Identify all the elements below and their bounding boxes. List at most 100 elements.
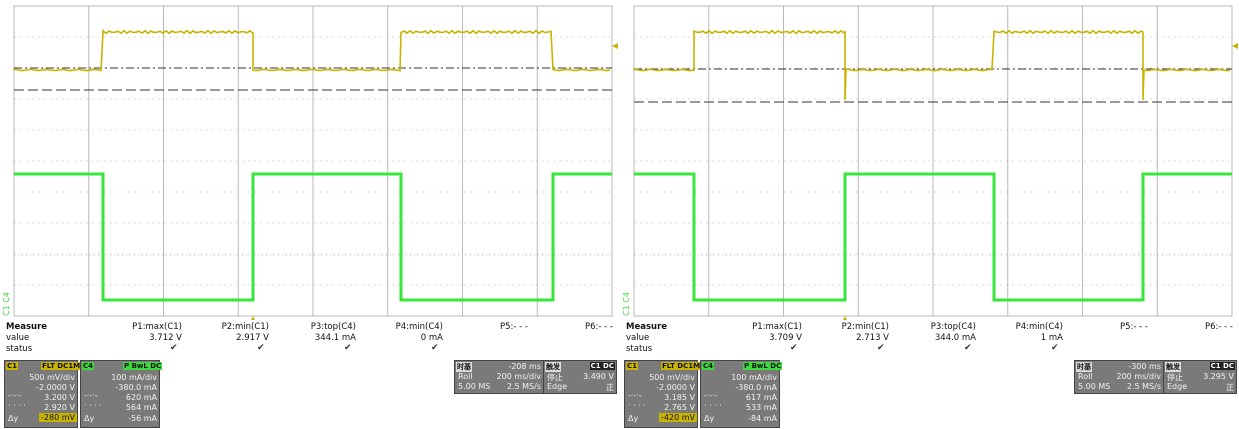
measure-row-value: value: [6, 333, 30, 343]
measure-value-p1: 3.712 V: [149, 333, 182, 343]
trigger-level-marker: [612, 43, 618, 49]
trigger-position-marker: [251, 316, 255, 320]
c1-offset: -2.0000 V: [656, 383, 695, 392]
measure-value-p3: 344.0 mA: [934, 333, 976, 343]
waveform-plot: [13, 5, 618, 320]
c1-delta: -280 mV: [39, 413, 77, 422]
c4-info-box[interactable]: C4 P BwL DC 100 mA/div -380.0 mA -·-·- 6…: [700, 360, 783, 428]
measure-label-p1: P1:max(C1): [752, 322, 802, 332]
c1-tags: FLT DC1M: [661, 362, 702, 370]
trigger-box[interactable]: 触发 C1 DC 停止 3.295 V Edge 正: [1163, 360, 1237, 394]
c1-delta-label: Δy: [628, 414, 639, 423]
c1-cursor2: 2.920 V: [44, 403, 75, 412]
trigger-channel: C1 DC: [1209, 362, 1235, 370]
timebase-box[interactable]: 时基 -300 ms Roll 200 ms/div 5.00 MS 2.5 M…: [1074, 360, 1164, 394]
measure-value-p3: 344.1 mA: [314, 333, 356, 343]
measure-label-p5: P5:- - -: [500, 322, 529, 332]
c1-info-box[interactable]: C1 FLT DC1M 500 mV/div -2.0000 V -·-·- 3…: [624, 360, 702, 428]
c1-cursor1: 3.200 V: [44, 393, 75, 402]
c4-offset: -380.0 mA: [735, 383, 777, 392]
c4-cursor2-marker: · · · ·: [84, 401, 102, 410]
c1-offset: -2.0000 V: [36, 383, 75, 392]
measure-table: Measure value status P1:max(C1) 3.709 V …: [620, 321, 1239, 357]
measure-row-status: status: [6, 344, 33, 354]
measure-row-status: status: [626, 344, 653, 354]
trigger-label: 触发: [1165, 362, 1181, 372]
waveform-plot: [633, 5, 1238, 320]
c1-cursor2-marker: · · · ·: [8, 401, 26, 410]
c4-delta-label: Δy: [704, 414, 715, 423]
c1-cursor2: 2.765 V: [664, 403, 695, 412]
trigger-type: Edge: [1167, 382, 1188, 391]
c4-tags: P BwL DC: [123, 362, 163, 370]
c4-cursor1-marker: -·-·-: [84, 391, 98, 400]
channel-label: C1 C4: [2, 292, 11, 316]
c4-offset: -380.0 mA: [115, 383, 157, 392]
timebase-memory: 5.00 MS: [458, 382, 491, 391]
c4-cursor1: 620 mA: [125, 393, 157, 402]
measure-label-p3: P3:top(C4): [310, 322, 356, 332]
measure-value-p2: 2.917 V: [236, 333, 269, 343]
measure-label-p2: P2:min(C1): [841, 322, 889, 332]
measure-label-p4: P4:min(C4): [395, 322, 443, 332]
c1-cursor1: 3.185 V: [664, 393, 695, 402]
c1-scale: 500 mV/div: [649, 373, 695, 382]
trigger-slope: 正: [1226, 383, 1234, 392]
c1-waveform: [633, 29, 1231, 101]
c1-scale: 500 mV/div: [29, 373, 75, 382]
c1-delta: -420 mV: [659, 413, 697, 422]
c4-badge: C4: [702, 362, 715, 370]
c4-cursor1-marker: -·-·-: [704, 391, 718, 400]
c4-delta: -84 mA: [748, 414, 777, 423]
trigger-level: 3.490 V: [583, 372, 614, 381]
timebase-position: -208 ms: [508, 362, 541, 371]
c1-waveform: [13, 28, 611, 72]
measure-status-p3: ✔: [964, 343, 972, 353]
measure-value-p4: 1 mA: [1040, 333, 1063, 343]
timebase-box[interactable]: 时基 -208 ms Roll 200 ms/div 5.00 MS 2.5 M…: [454, 360, 544, 394]
timebase-memory: 5.00 MS: [1078, 382, 1111, 391]
c1-badge: C1: [6, 362, 19, 370]
trigger-box[interactable]: 触发 C1 DC 停止 3.490 V Edge 正: [543, 360, 617, 394]
c4-waveform: [14, 172, 612, 302]
measure-table: Measure value status P1:max(C1) 3.712 V …: [0, 321, 620, 357]
timebase-position: -300 ms: [1128, 362, 1161, 371]
measure-row-value: value: [626, 333, 650, 343]
c4-info-box[interactable]: C4 P BwL DC 100 mA/div -380.0 mA -·-·- 6…: [80, 360, 163, 428]
timebase-scale: 200 ms/div: [1116, 372, 1161, 381]
c1-cursor1-marker: -·-·-: [628, 391, 642, 400]
trigger-channel: C1 DC: [589, 362, 615, 370]
measure-status-p2: ✔: [257, 343, 265, 353]
timebase-mode: Roll: [1078, 372, 1093, 381]
timebase-mode: Roll: [458, 372, 473, 381]
measure-label-p6: P6:- - -: [585, 322, 614, 332]
timebase-label: 时基: [1076, 362, 1092, 372]
c1-cursor1-marker: -·-·-: [8, 391, 22, 400]
measure-status-p3: ✔: [344, 343, 352, 353]
measure-value-p1: 3.709 V: [769, 333, 802, 343]
measure-value-p4: 0 mA: [420, 333, 443, 343]
c4-scale: 100 mA/div: [731, 373, 777, 382]
c1-info-box[interactable]: C1 FLT DC1M 500 mV/div -2.0000 V -·-·- 3…: [4, 360, 82, 428]
measure-label-p5: P5:- - -: [1120, 322, 1149, 332]
timebase-scale: 200 ms/div: [496, 372, 541, 381]
measure-label-p3: P3:top(C4): [930, 322, 976, 332]
measure-value-p2: 2.713 V: [856, 333, 889, 343]
measure-label-p2: P2:min(C1): [221, 322, 269, 332]
c4-cursor2-marker: · · · ·: [704, 401, 722, 410]
trigger-level: 3.295 V: [1203, 372, 1234, 381]
c4-badge: C4: [82, 362, 95, 370]
trigger-type: Edge: [547, 382, 568, 391]
trigger-label: 触发: [545, 362, 561, 372]
c1-cursor2-marker: · · · ·: [628, 401, 646, 410]
scope-screenshot-right: C1 C4 Measure value status P1:max(C1) 3.…: [620, 0, 1239, 429]
c4-delta: -56 mA: [128, 414, 157, 423]
trigger-state: 停止: [1167, 373, 1183, 382]
c4-delta-label: Δy: [84, 414, 95, 423]
trigger-position-marker: [843, 316, 847, 320]
measure-status-p1: ✔: [170, 343, 178, 353]
trigger-slope: 正: [606, 383, 614, 392]
measure-label-p4: P4:min(C4): [1015, 322, 1063, 332]
c1-delta-label: Δy: [8, 414, 19, 423]
measure-title: Measure: [6, 322, 48, 332]
